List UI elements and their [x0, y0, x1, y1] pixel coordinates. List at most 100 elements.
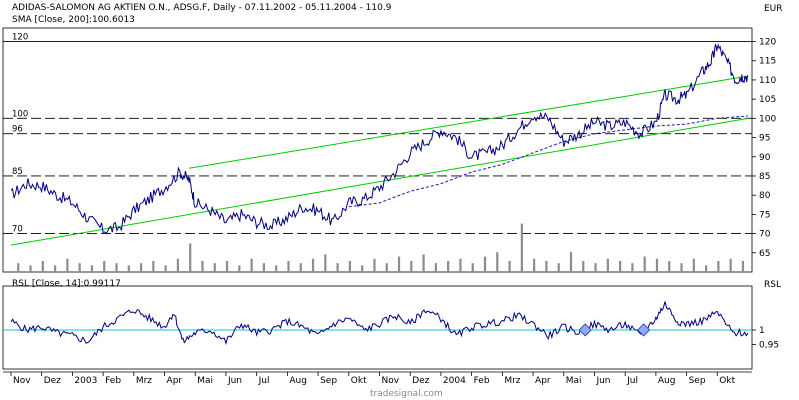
time-tick-label: Aug	[289, 376, 307, 386]
volume-bar	[631, 263, 634, 272]
volume-bar	[582, 261, 585, 272]
price-tick-label: 115	[759, 57, 776, 67]
volume-bar	[53, 265, 57, 272]
rsl-series	[10, 301, 749, 346]
price-series	[10, 43, 749, 235]
time-tick-label: Okt	[351, 376, 367, 386]
price-tick-label: 100	[759, 114, 776, 124]
rsl-panel-frame	[2, 285, 753, 370]
channel-lower	[10, 117, 749, 246]
time-tick-label: Sep	[689, 376, 706, 386]
rsl-tick-label: 1	[759, 326, 765, 336]
price-axis-ticks: 65 70 75 80 85 90 95 100 105 110 115 120 1 0,95	[752, 38, 779, 351]
time-tick-label: Jul	[258, 376, 270, 386]
price-tick-label: 90	[759, 153, 771, 163]
time-tick-label: Dez	[44, 376, 61, 386]
price-tick-label: 105	[759, 95, 776, 105]
volume-bar	[29, 265, 32, 272]
volume-bar	[299, 263, 302, 272]
volume-bar	[311, 258, 315, 272]
time-axis-ticks: Nov Dez 2003 Feb Mrz Apr Mai Jun Jul Aug Sep Okt Nov…	[10, 372, 736, 386]
volume-bar	[262, 263, 266, 272]
volume-bar	[348, 261, 351, 272]
volume-bar	[336, 263, 339, 272]
time-tick-label: Jul	[626, 376, 638, 386]
level-label-100: 100	[12, 109, 28, 119]
price-tick-label: 70	[759, 230, 771, 240]
volume-bar	[471, 263, 474, 272]
volume-bar	[324, 254, 327, 272]
time-tick-label: Apr	[535, 376, 551, 386]
price-tick-label: 80	[759, 191, 771, 201]
level-label-70: 70	[12, 225, 23, 235]
trend-channel	[10, 75, 749, 246]
time-tick-label: Jun	[595, 376, 610, 386]
sma-line	[348, 115, 749, 208]
watermark: tradesignal.com	[370, 389, 443, 399]
channel-upper	[189, 75, 749, 169]
time-tick-label: Jun	[227, 376, 242, 386]
time-tick-label: Sep	[320, 376, 337, 386]
price-tick-label: 75	[759, 210, 770, 220]
volume-bar	[483, 256, 487, 272]
volume-bar	[459, 258, 462, 272]
volume-bar	[557, 263, 560, 272]
volume-bar	[287, 261, 290, 272]
volume-bar	[619, 261, 622, 272]
volume-bar	[545, 261, 548, 272]
volume-bar	[434, 263, 437, 272]
volume-bar	[361, 265, 364, 272]
level-label-120: 120	[12, 33, 28, 43]
volume-bar	[275, 265, 278, 272]
sma-legend: SMA [Close, 200]:100.6013	[12, 15, 135, 25]
volume-bar	[594, 263, 597, 272]
time-tick-label: Dez	[412, 376, 429, 386]
horizontal-levels: 120 100 96 85 70	[3, 33, 752, 235]
volume-bar	[496, 252, 499, 272]
rsl-legend: RSL [Close, 14]:0.99117	[12, 279, 121, 289]
volume-bar	[533, 258, 536, 272]
volume-bar	[447, 261, 450, 272]
time-tick-label: Mai	[566, 376, 582, 386]
volume-bar	[17, 263, 20, 272]
price-panel-frame	[2, 27, 753, 273]
volume-bar	[410, 261, 413, 272]
price-tick-label: 120	[759, 38, 776, 48]
volume-bar	[397, 256, 401, 272]
volume-bar	[139, 263, 143, 272]
volume-bar	[189, 243, 192, 272]
rsl-marker	[637, 323, 651, 337]
volume-bar	[655, 258, 659, 272]
volume-bar	[176, 258, 180, 272]
volume-bar	[213, 263, 216, 272]
time-tick-label: Mrz	[504, 376, 520, 386]
volume-bar	[520, 223, 523, 272]
volume-bar	[164, 265, 167, 272]
volume-bar	[680, 263, 683, 272]
volume-bars	[17, 223, 745, 272]
time-tick-label: Apr	[167, 376, 183, 386]
price-tick-label: 110	[759, 76, 776, 86]
volume-bar	[643, 256, 646, 272]
volume-bar	[729, 258, 732, 272]
time-tick-label: Feb	[474, 376, 490, 386]
volume-bar	[717, 261, 720, 272]
volume-bar	[692, 258, 695, 272]
panel-frames	[2, 27, 753, 373]
time-tick-label: Mai	[197, 376, 213, 386]
volume-bar	[422, 254, 425, 272]
time-tick-label: Okt	[719, 376, 735, 386]
price-tick-label: 95	[759, 134, 770, 144]
time-tick-label: Feb	[105, 376, 121, 386]
chart-title: ADIDAS-SALOMON AG AKTIEN O.N., ADSG.F, D…	[12, 3, 392, 13]
volume-bar	[569, 252, 573, 272]
volume-bar	[373, 258, 376, 272]
volume-bar	[78, 263, 81, 272]
volume-bar	[606, 258, 609, 272]
volume-bar	[508, 261, 511, 272]
time-tick-label: Nov	[382, 376, 400, 386]
time-tick-label: Mrz	[136, 376, 152, 386]
volume-bar	[90, 265, 94, 272]
